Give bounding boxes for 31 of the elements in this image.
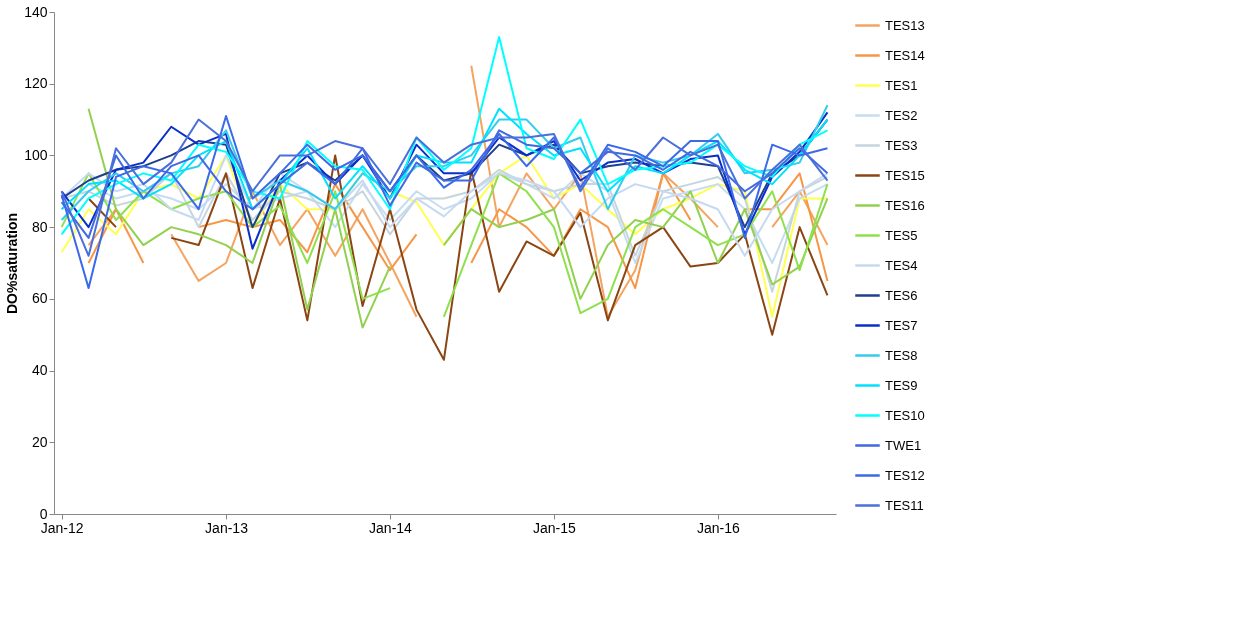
legend-label: TWE1: [885, 437, 922, 453]
y-tick-label: 80: [31, 218, 48, 235]
legend-label: TES6: [885, 287, 918, 303]
legend-label: TES3: [885, 137, 918, 153]
legend-label: TES9: [885, 377, 918, 393]
x-tick-label: Jan-14: [369, 519, 413, 536]
x-tick-label: Jan-15: [533, 519, 577, 536]
x-tick-label: Jan-16: [696, 519, 740, 536]
legend-label: TES10: [885, 407, 925, 423]
legend-label: TES4: [885, 257, 918, 273]
legend-label: TES14: [885, 47, 925, 63]
y-axis-title: DO%saturation: [4, 212, 21, 315]
y-tick-label: 120: [24, 75, 48, 92]
y-tick-label: 20: [31, 433, 48, 450]
legend-label: TES12: [885, 467, 925, 483]
x-tick-label: Jan-12: [40, 519, 84, 536]
legend-label: TES13: [885, 17, 925, 33]
y-tick-label: 40: [31, 362, 48, 379]
y-tick-label: 60: [31, 290, 48, 307]
legend-label: TES8: [885, 347, 918, 363]
y-tick-label: 140: [24, 3, 48, 20]
y-tick-label: 0: [39, 505, 48, 522]
x-tick-label: Jan-13: [205, 519, 249, 536]
legend-label: TES16: [885, 197, 925, 213]
legend-label: TES11: [885, 497, 924, 513]
legend-label: TES5: [885, 227, 918, 243]
legend-label: TES7: [885, 317, 918, 333]
y-tick-label: 100: [24, 146, 48, 163]
legend-label: TES2: [885, 107, 918, 123]
legend-label: TES15: [885, 167, 925, 183]
legend-label: TES1: [885, 77, 918, 93]
